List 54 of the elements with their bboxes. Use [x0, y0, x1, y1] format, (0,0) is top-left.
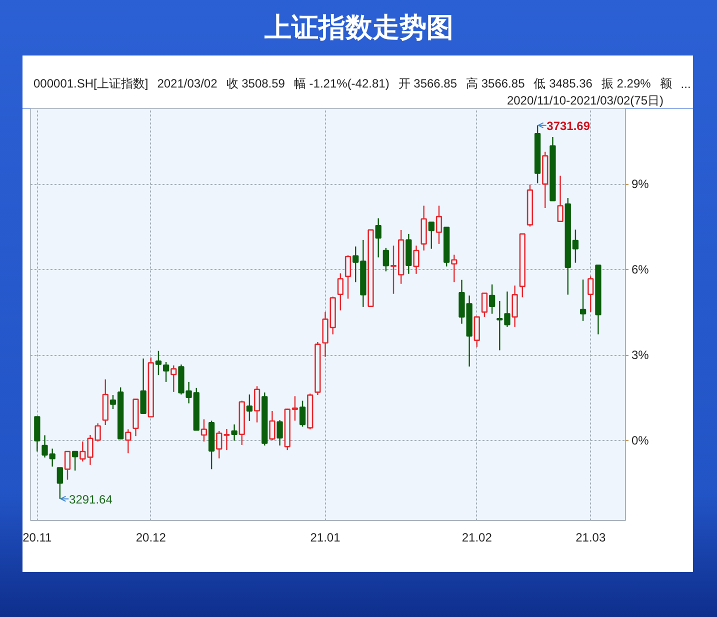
x-tick-label: 21.01 — [310, 530, 341, 544]
candlestick — [436, 205, 442, 245]
candlestick — [488, 284, 496, 314]
candlestick — [56, 467, 63, 500]
y-tick-label: 3% — [632, 348, 650, 362]
candlestick — [299, 400, 306, 428]
annotation: 3291.64 — [69, 492, 113, 506]
text: 开 3566.85 — [398, 76, 458, 90]
annotation: 3731.69 — [546, 118, 590, 133]
candlestick — [246, 394, 253, 422]
text: 000001.SH[上证指数] — [34, 76, 148, 90]
x-tick-label: 20.11 — [22, 530, 52, 544]
text: 幅 -1.21%(-42.81) — [294, 76, 390, 90]
candlestick — [34, 416, 40, 452]
candlestick — [375, 218, 382, 258]
text: 振 2.29% — [601, 76, 652, 90]
text: 收 3508.59 — [226, 76, 286, 90]
candlestick — [72, 450, 78, 472]
text: ... — [680, 77, 691, 91]
candlestick — [557, 175, 564, 222]
candlestick — [64, 450, 71, 480]
text: 高 3566.85 — [466, 76, 526, 90]
candlestick — [162, 361, 170, 383]
candlestick — [451, 254, 458, 283]
candlestick — [428, 222, 434, 250]
candlestick — [200, 418, 208, 442]
chart-title: 上证指数走势图 — [264, 12, 454, 44]
text: 2020/11/10-2021/03/02(75日) — [506, 94, 664, 108]
candlestick — [140, 358, 146, 414]
candlestick — [155, 350, 162, 376]
y-tick-label: 9% — [632, 177, 650, 192]
candlestick — [588, 276, 594, 313]
y-tick-label: 0% — [632, 434, 650, 448]
candlestick — [170, 364, 177, 393]
candlestick — [269, 410, 276, 441]
candlestick — [512, 284, 518, 328]
x-tick-label: 20.12 — [136, 530, 166, 544]
candlestick — [413, 245, 420, 274]
candlestick — [276, 420, 283, 446]
x-tick-label: 21.02 — [462, 530, 492, 544]
candlestick — [254, 386, 260, 424]
candlestick — [580, 278, 586, 322]
candlestick — [231, 424, 238, 442]
candlestick — [481, 292, 488, 318]
text: 额 — [660, 76, 672, 90]
x-tick-label: 21.03 — [576, 530, 606, 544]
candlestick — [344, 254, 352, 300]
text: 2021/03/02 — [157, 76, 218, 90]
text: 低 3485.36 — [534, 76, 593, 90]
candlestick — [125, 428, 132, 454]
candlestick — [474, 316, 480, 348]
candlestick — [337, 272, 344, 311]
candlestick — [382, 247, 389, 272]
y-tick-label: 6% — [632, 262, 650, 277]
